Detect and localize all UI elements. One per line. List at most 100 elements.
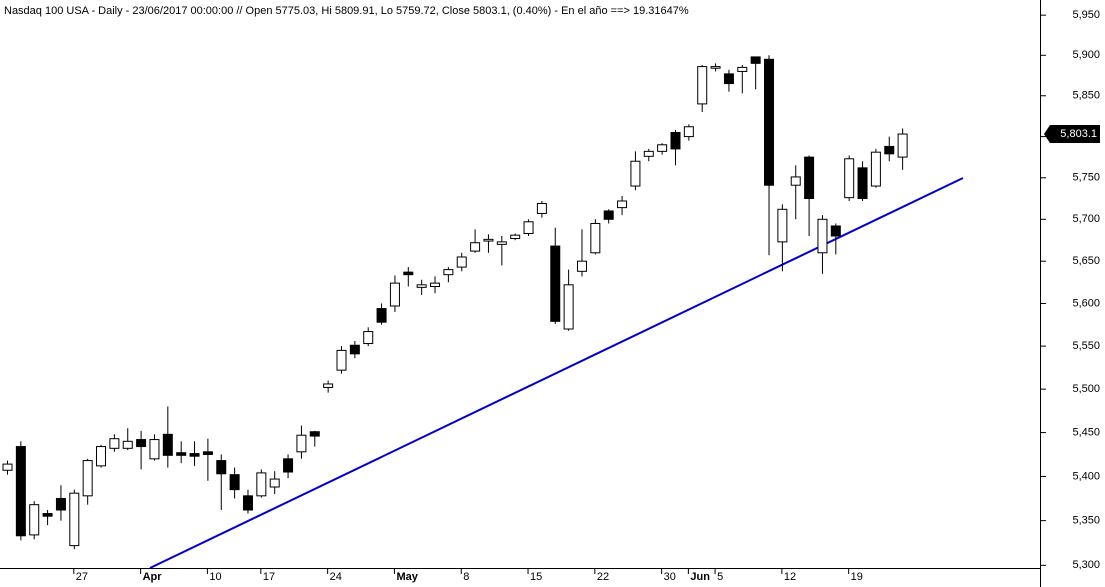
candle-body (870, 151, 881, 187)
candle-body (723, 73, 734, 85)
candle-body (443, 269, 454, 276)
candle-body (563, 284, 574, 330)
candle-body (229, 474, 240, 491)
candle-body (15, 446, 26, 537)
candle-body (764, 58, 775, 186)
candle-body (189, 453, 200, 457)
x-tick-label: 5 (717, 571, 723, 583)
candle-body (55, 497, 66, 511)
candle-body (96, 446, 107, 467)
y-tick-label: 5,950 (1072, 9, 1100, 21)
candle-body (697, 66, 708, 105)
candle-body (242, 495, 253, 511)
y-tick-label: 5,650 (1072, 255, 1100, 267)
candle-body (523, 221, 534, 234)
candle-body (296, 434, 307, 453)
candle-body (603, 210, 614, 220)
candle-body (790, 176, 801, 186)
y-tick-label: 5,300 (1072, 559, 1100, 571)
candle-body (710, 66, 721, 69)
y-tick-label: 5,700 (1072, 213, 1100, 225)
candle-body (323, 383, 334, 388)
candle-body (496, 241, 507, 245)
candle-body (149, 439, 160, 460)
candle-body (363, 331, 374, 345)
candle-body (483, 238, 494, 242)
x-tick-label: 10 (209, 571, 221, 583)
y-tick-label: 5,850 (1072, 90, 1100, 102)
candle-body (884, 145, 895, 155)
x-tick-label: 17 (263, 571, 275, 583)
y-tick-label: 5,750 (1072, 172, 1100, 184)
x-tick-label: 27 (76, 571, 88, 583)
candle-body (122, 440, 133, 449)
candle-body (550, 245, 561, 322)
candle-body (403, 271, 414, 276)
candle-body (576, 260, 587, 272)
candle-body (2, 463, 13, 471)
candle-body (777, 208, 788, 243)
candle-body (617, 200, 628, 209)
candle-body (510, 234, 521, 240)
x-tick-label: 22 (597, 571, 609, 583)
x-tick-label: 24 (330, 571, 342, 583)
candle-body (216, 460, 227, 475)
x-tick-label: 8 (463, 571, 469, 583)
candle-body (470, 242, 481, 252)
y-tick-label: 5,450 (1072, 426, 1100, 438)
candle-body (29, 504, 40, 536)
candle-body (804, 156, 815, 199)
x-tick-label: 30 (664, 571, 676, 583)
candle-body (683, 126, 694, 138)
candle-body (456, 256, 467, 268)
x-tick-label: Apr (143, 571, 163, 583)
x-tick-label: May (396, 571, 418, 583)
candle-body (309, 431, 320, 437)
last-price-label: 5,803.1 (1060, 128, 1097, 140)
candle-body (857, 167, 868, 199)
candle-body (817, 218, 828, 254)
y-tick-label: 5,900 (1072, 49, 1100, 61)
candle-body (670, 131, 681, 150)
candle-body (536, 202, 547, 214)
x-tick-label: 19 (851, 571, 863, 583)
x-tick-label: 12 (784, 571, 796, 583)
candle-body (416, 284, 427, 288)
candle-body (844, 158, 855, 199)
y-tick-label: 5,600 (1072, 297, 1100, 309)
candle-body (630, 160, 641, 187)
candle-body (657, 144, 668, 152)
candle-body (389, 282, 400, 307)
candle-body (430, 282, 441, 288)
candle-body (897, 133, 908, 158)
y-tick-label: 5,350 (1072, 515, 1100, 527)
y-tick-label: 5,500 (1072, 383, 1100, 395)
y-tick-label: 5,550 (1072, 340, 1100, 352)
candle-body (376, 308, 387, 323)
candle-body (283, 458, 294, 473)
chart-title: Nasdaq 100 USA - Daily - 23/06/2017 00:0… (4, 5, 689, 17)
candle-body (349, 344, 360, 355)
candle-body (830, 225, 841, 237)
candle-body (256, 472, 267, 497)
candle-body (176, 452, 187, 456)
x-tick-label: 15 (530, 571, 542, 583)
y-tick-label: 5,400 (1072, 470, 1100, 482)
trend-line (149, 177, 964, 569)
candle-body (202, 451, 213, 455)
candle-body (336, 349, 347, 371)
candle-body (136, 439, 147, 448)
candle-body (69, 492, 80, 547)
candle-body (82, 460, 93, 497)
candle-body (737, 66, 748, 72)
candle-body (109, 438, 120, 449)
candle-body (643, 150, 654, 157)
candle-body (42, 513, 53, 517)
candle-body (750, 56, 761, 64)
candle-body (162, 433, 173, 456)
candle-body (590, 222, 601, 254)
last-price-box (1044, 125, 1100, 144)
candle-body (269, 478, 280, 488)
x-tick-label: Jun (690, 571, 710, 583)
